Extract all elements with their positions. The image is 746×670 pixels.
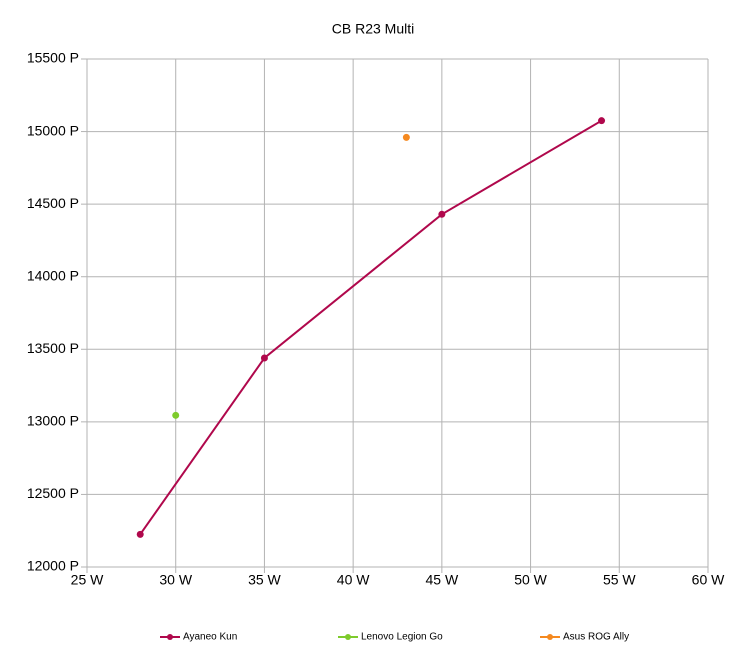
y-tick-label: 14000 P xyxy=(27,267,79,283)
series-line xyxy=(139,119,603,535)
data-point xyxy=(402,133,410,141)
legend-label: Ayaneo Kun xyxy=(183,632,237,643)
legend-marker xyxy=(345,634,351,640)
y-tick-label: 12000 P xyxy=(27,558,79,574)
data-point xyxy=(172,411,180,419)
x-tick-label: 25 W xyxy=(71,572,104,588)
data-point xyxy=(260,354,268,362)
y-tick-label: 12500 P xyxy=(27,485,79,501)
y-tick-label: 14500 P xyxy=(27,195,79,211)
data-point xyxy=(598,117,606,125)
legend-label: Lenovo Legion Go xyxy=(361,632,443,643)
x-tick-label: 35 W xyxy=(248,572,281,588)
data-point xyxy=(438,210,446,218)
legend-label: Asus ROG Ally xyxy=(563,632,629,643)
y-tick-label: 13500 P xyxy=(27,340,79,356)
y-tick-label: 15000 P xyxy=(27,122,79,138)
x-tick-label: 50 W xyxy=(514,572,547,588)
y-tick-label: 13000 P xyxy=(27,413,79,429)
data-point xyxy=(136,530,144,538)
y-tick-label: 15500 P xyxy=(27,50,79,66)
x-tick-label: 60 W xyxy=(692,572,725,588)
legend-marker xyxy=(167,634,173,640)
chart-title: CB R23 Multi xyxy=(332,21,414,37)
x-tick-label: 40 W xyxy=(337,572,370,588)
x-tick-label: 45 W xyxy=(426,572,459,588)
x-tick-label: 55 W xyxy=(603,572,636,588)
legend-marker xyxy=(547,634,553,640)
x-tick-label: 30 W xyxy=(159,572,192,588)
